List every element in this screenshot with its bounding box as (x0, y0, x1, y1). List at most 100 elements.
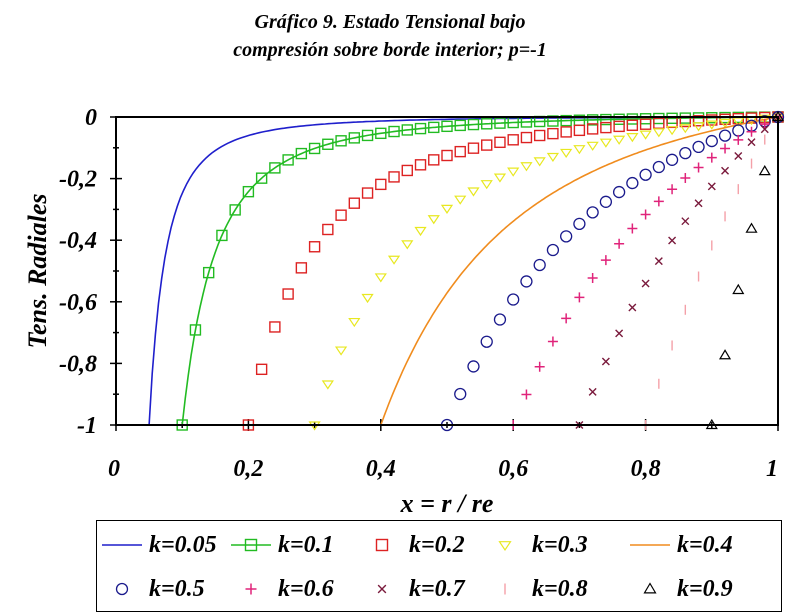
legend-item: k=0.9 (627, 569, 733, 609)
data-point (229, 204, 241, 216)
data-point (467, 118, 480, 131)
chart-canvas: 0 -0,2 -0,4 -0,6 -0,8 -1 0 0,2 0,4 0,6 0,8 1 x = r /… (23, 105, 785, 518)
data-point (401, 240, 414, 250)
legend-label: k=0.3 (532, 531, 588, 558)
data-point (533, 157, 546, 167)
legend-swatch (115, 582, 129, 596)
data-point (561, 313, 572, 324)
legend-swatch-marker (377, 584, 387, 594)
data-point (401, 124, 413, 136)
data-point (520, 275, 533, 288)
data-point (295, 262, 308, 274)
series-k=0.8 (644, 112, 779, 430)
data-point (361, 293, 374, 304)
data-point (335, 135, 347, 147)
data-point (521, 389, 532, 400)
legend-item: k=0.3 (482, 525, 588, 565)
data-point (758, 164, 771, 176)
data-point (282, 154, 294, 166)
data-point (348, 317, 361, 328)
legend-swatch (498, 541, 512, 552)
legend-label: k=0.9 (677, 575, 733, 602)
series-k=0.6 (508, 112, 783, 430)
legend-label: k=0.05 (149, 531, 217, 558)
data-point (322, 223, 334, 236)
data-point (547, 127, 559, 140)
legend-swatch-marker (375, 538, 389, 552)
data-point (679, 146, 692, 160)
data-point (626, 176, 639, 190)
data-point (428, 154, 440, 166)
data-point (335, 209, 347, 221)
data-point (467, 187, 480, 197)
series-k=0.4 (380, 116, 779, 426)
data-point (705, 134, 718, 148)
data-point (494, 136, 506, 149)
data-point (586, 114, 599, 126)
data-point (718, 129, 732, 142)
y-tick-label: -0,8 (59, 351, 97, 377)
data-point (668, 236, 677, 245)
series-k=0.1 (176, 111, 784, 431)
data-point (533, 129, 546, 142)
data-point (613, 120, 625, 133)
data-point (681, 217, 690, 226)
data-point (428, 121, 440, 134)
data-point (493, 313, 507, 326)
data-point (348, 197, 361, 209)
data-point (374, 273, 387, 283)
series-k=0.9 (705, 110, 785, 430)
legend-swatch-marker (643, 582, 657, 594)
data-point (547, 336, 558, 347)
data-point (375, 178, 387, 191)
data-point (560, 114, 572, 127)
data-point (573, 217, 586, 231)
data-point (467, 142, 480, 154)
legend-label: k=0.6 (278, 575, 334, 602)
data-point (520, 131, 533, 144)
legend-label: k=0.8 (532, 575, 588, 602)
legend-item: k=0.8 (482, 569, 588, 609)
data-point (481, 139, 493, 151)
data-point (494, 117, 506, 129)
data-point (746, 126, 757, 137)
series-line (380, 116, 779, 426)
data-point (732, 124, 745, 137)
data-point (387, 255, 401, 265)
data-point (601, 357, 610, 366)
data-point (507, 134, 519, 146)
data-point (295, 147, 308, 160)
data-point (441, 120, 453, 133)
data-point (255, 363, 268, 376)
data-point (693, 162, 704, 173)
data-point (255, 172, 268, 184)
series-k=0.5 (440, 110, 785, 432)
legend-label: k=0.4 (677, 531, 733, 558)
data-point (667, 184, 678, 195)
data-point (665, 153, 679, 166)
data-point (734, 151, 743, 160)
data-point (454, 119, 466, 132)
legend-swatch (245, 583, 257, 595)
data-point (467, 360, 480, 373)
data-point (626, 119, 639, 131)
data-point (654, 257, 663, 266)
legend-swatch (504, 583, 506, 595)
data-point (732, 283, 745, 295)
data-point (612, 135, 626, 145)
data-point (639, 168, 652, 181)
data-point (718, 349, 732, 360)
data-point (560, 148, 573, 158)
x-tick-label: 0,2 (233, 456, 263, 482)
data-point (641, 279, 650, 288)
data-point (375, 127, 387, 140)
data-point (189, 324, 202, 336)
data-point (441, 149, 453, 162)
data-point (652, 160, 665, 174)
x-tick-label: 0,6 (498, 456, 528, 482)
data-point (507, 293, 520, 306)
data-point (546, 152, 560, 163)
data-point (745, 222, 758, 233)
data-point (321, 380, 334, 390)
series-line (181, 116, 778, 426)
